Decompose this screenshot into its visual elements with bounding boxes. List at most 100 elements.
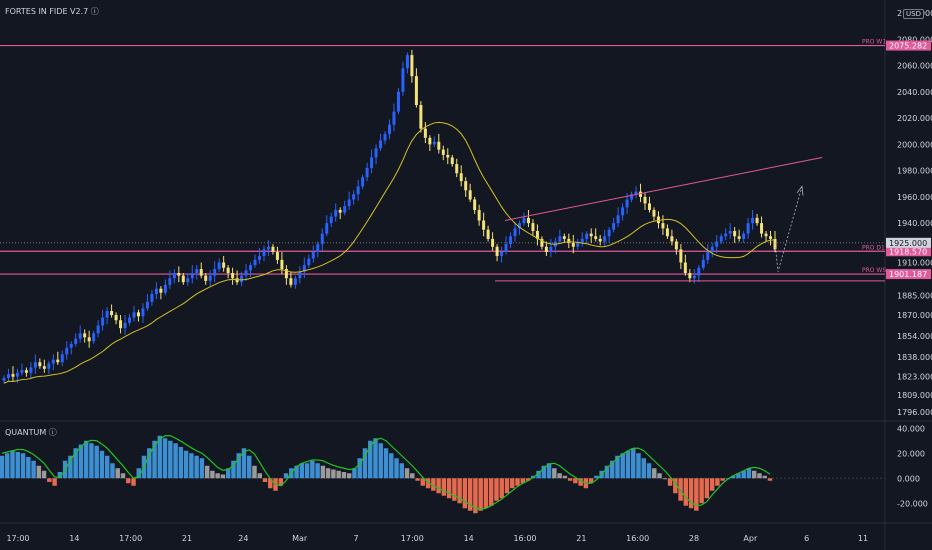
osc-bar xyxy=(315,463,320,479)
candle-body xyxy=(141,308,145,317)
candle-body xyxy=(38,362,42,367)
osc-bar xyxy=(620,453,625,479)
candle-body xyxy=(311,252,315,259)
osc-bar xyxy=(657,473,662,479)
osc-bar xyxy=(436,478,441,494)
osc-bar xyxy=(94,445,99,479)
osc-bar xyxy=(26,457,31,479)
candle-body xyxy=(580,238,584,243)
osc-bar xyxy=(41,470,47,479)
candle-body xyxy=(589,233,593,237)
candle-body xyxy=(751,217,755,224)
candle-body xyxy=(190,273,194,279)
price-tick-label: 1854.000 xyxy=(897,332,932,341)
candle-body xyxy=(701,259,705,268)
candle-body xyxy=(612,223,616,230)
osc-bar xyxy=(336,470,341,479)
candle-body xyxy=(692,275,696,279)
projection-arrowhead xyxy=(796,185,804,196)
currency-badge[interactable]: USD xyxy=(903,9,924,19)
candle-body xyxy=(20,370,24,373)
osc-bar xyxy=(252,465,257,479)
candle-body xyxy=(414,76,418,105)
candle-body xyxy=(473,199,477,210)
candle-body xyxy=(154,288,158,294)
candle-body xyxy=(172,273,176,279)
osc-bar xyxy=(425,478,431,489)
osc-bar xyxy=(478,478,483,511)
candle-body xyxy=(630,194,634,200)
candle-body xyxy=(509,236,513,245)
level-price-box xyxy=(886,40,931,51)
osc-bar xyxy=(331,469,336,479)
osc-bar xyxy=(20,453,26,479)
price-tick-label: 1960.000 xyxy=(897,193,932,202)
time-tick-label: 17:00 xyxy=(6,534,29,543)
osc-tick-label: -20.000 xyxy=(897,499,928,508)
candle-body xyxy=(42,366,46,369)
candle-body xyxy=(258,255,262,260)
candle-body xyxy=(56,359,60,363)
osc-bar xyxy=(73,448,78,479)
candle-body xyxy=(78,333,82,339)
osc-bar xyxy=(83,440,89,479)
osc-bar xyxy=(536,470,541,479)
time-tick-label: 17:00 xyxy=(119,534,142,543)
indicator-title[interactable]: FORTES IN FIDE V2.7 ⓘ xyxy=(5,7,99,16)
osc-bar xyxy=(520,478,525,484)
candle-body xyxy=(446,154,450,158)
osc-bar xyxy=(231,460,236,479)
osc-bar xyxy=(0,455,5,479)
candle-body xyxy=(222,262,226,268)
candle-body xyxy=(683,262,687,273)
time-tick-label: 14 xyxy=(464,534,474,543)
osc-bar xyxy=(678,478,683,501)
osc-bar xyxy=(5,453,10,479)
candle-body xyxy=(186,278,190,283)
osc-bar xyxy=(294,465,299,479)
osc-bar xyxy=(78,444,84,479)
osc-bar xyxy=(352,468,357,479)
osc-bar xyxy=(199,458,205,479)
candle-body xyxy=(388,124,391,134)
osc-bar xyxy=(504,478,510,494)
osc-bar xyxy=(736,473,741,479)
candle-body xyxy=(307,258,311,266)
candle-body xyxy=(60,354,64,363)
candle-body xyxy=(244,270,248,276)
price-tick-label: 1940.000 xyxy=(897,219,932,228)
osc-bar xyxy=(667,478,673,486)
candle-body xyxy=(665,228,669,237)
candle-body xyxy=(567,238,571,243)
candle-body xyxy=(634,191,638,195)
candle-body xyxy=(540,238,544,247)
osc-bar xyxy=(652,468,657,479)
osc-bar xyxy=(120,473,126,479)
candle-body xyxy=(710,246,714,252)
candle-body xyxy=(343,206,347,213)
candle-body xyxy=(522,217,526,224)
candle-body xyxy=(401,68,405,92)
candle-body xyxy=(168,278,172,285)
trend-line xyxy=(504,157,823,221)
candle-body xyxy=(423,128,427,138)
candle-body xyxy=(697,267,701,276)
sub-indicator-title[interactable]: QUANTUM ⓘ xyxy=(5,428,57,437)
candle-body xyxy=(410,55,414,77)
candle-body xyxy=(670,236,674,242)
candle-body xyxy=(594,236,598,239)
candle-body xyxy=(325,223,329,234)
osc-bar xyxy=(431,478,436,491)
osc-bar xyxy=(746,468,752,479)
candle-body xyxy=(284,269,288,279)
candle-body xyxy=(51,359,55,364)
candle-body xyxy=(603,236,607,242)
osc-bar xyxy=(241,448,247,479)
osc-bar xyxy=(709,478,715,491)
osc-bar xyxy=(704,478,710,499)
candle-body xyxy=(235,278,239,283)
level-price-box xyxy=(886,246,931,257)
candle-body xyxy=(558,236,562,242)
level-label: PRO W1 xyxy=(862,39,886,46)
